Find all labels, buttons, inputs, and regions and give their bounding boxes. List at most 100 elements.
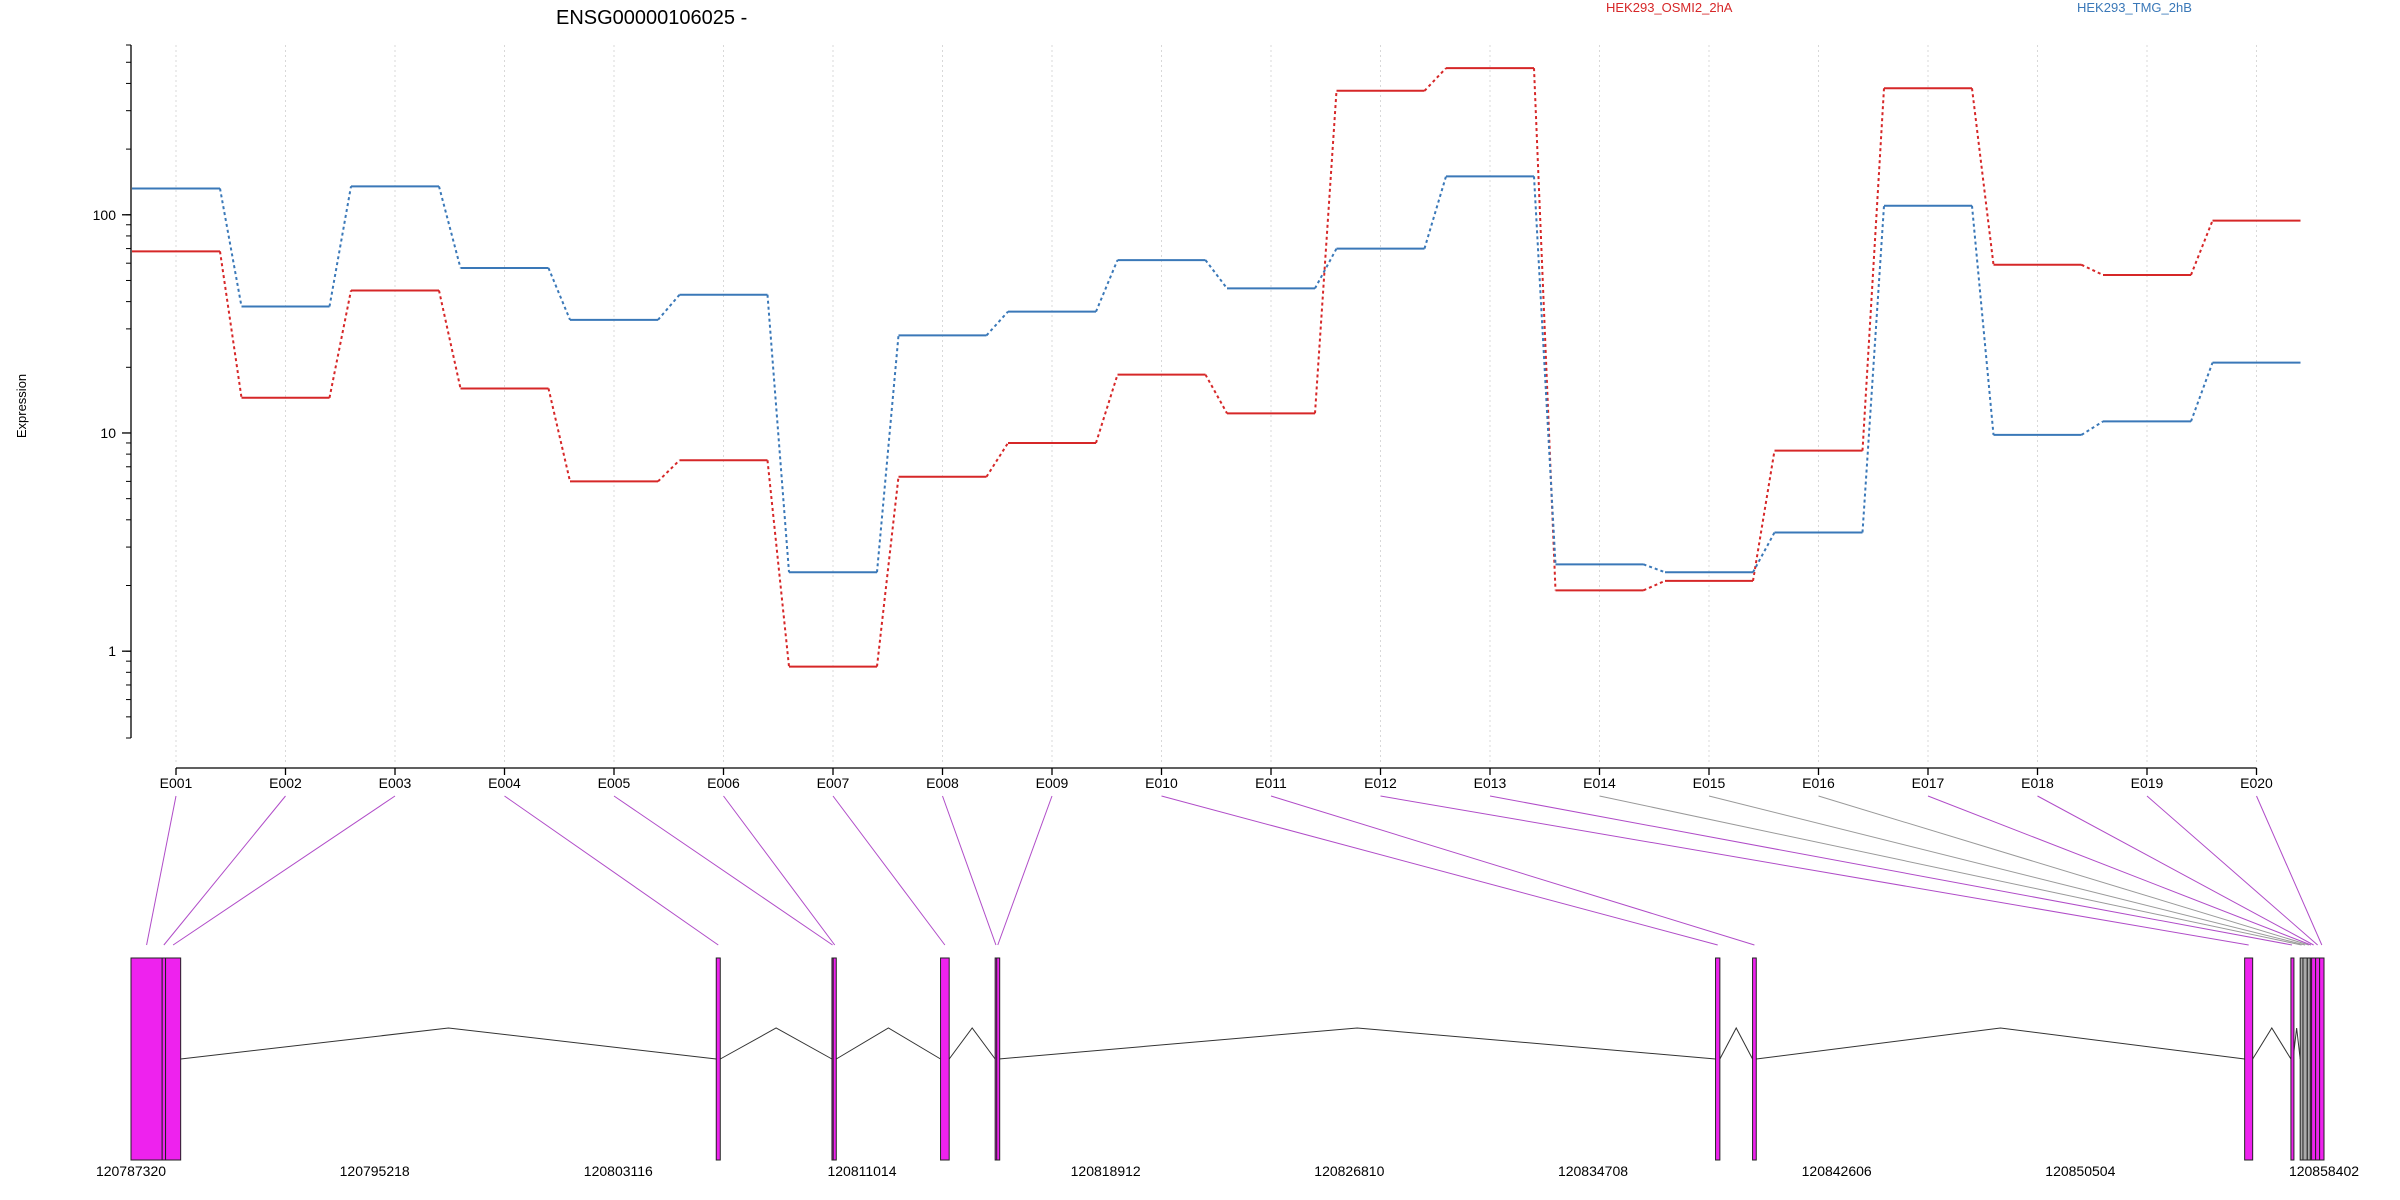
series-1-connector	[985, 442, 1009, 478]
genomic-tick-label: 120795218	[340, 1163, 410, 1179]
series-lines	[132, 67, 2301, 668]
exon-box-e007	[940, 957, 950, 1161]
exon-box-e019	[2315, 957, 2321, 1161]
exon-connector-e005	[613, 795, 833, 946]
exon-connector-e004	[504, 795, 719, 946]
intron-line	[1756, 1027, 2245, 1060]
exon-box-e015	[2302, 957, 2308, 1161]
x-tick-label-e016: E016	[1802, 775, 1835, 791]
x-tick-label-e005: E005	[598, 775, 631, 791]
x-tick-label-e010: E010	[1145, 775, 1178, 791]
intron-line	[2252, 1027, 2292, 1060]
genomic-axis: 120787320 120795218 120803116 120811014 1208…	[96, 1163, 2359, 1179]
exon-connector-e008	[942, 795, 997, 946]
series-2-connector	[1643, 563, 1666, 574]
series-2-connector	[1861, 205, 1885, 533]
x-tick-label-e004: E004	[488, 775, 521, 791]
series-1-connector	[1423, 67, 1447, 92]
exon-connector-e013	[1489, 795, 2293, 946]
x-tick-label-e020: E020	[2240, 775, 2273, 791]
series-2-connector	[1314, 248, 1338, 289]
exon-box-e013	[2290, 957, 2295, 1161]
series-2-connector	[1095, 259, 1119, 312]
x-tick-label-e011: E011	[1255, 775, 1287, 791]
series-2-connector	[1533, 176, 1557, 565]
x-tick-label-e019: E019	[2131, 775, 2164, 791]
x-tick-label-e015: E015	[1693, 775, 1726, 791]
y-axis-label: Expression	[14, 374, 29, 438]
exon-connectors	[146, 795, 2323, 946]
x-tick-label-e008: E008	[926, 775, 959, 791]
intron-line	[720, 1027, 833, 1060]
exon-connector-e002	[163, 795, 286, 946]
x-tick-label-e014: E014	[1583, 775, 1616, 791]
x-tick-label-e006: E006	[707, 775, 740, 791]
x-tick-label-e012: E012	[1364, 775, 1397, 791]
exon-connector-e019	[2146, 795, 2318, 946]
intron-line	[180, 1027, 717, 1060]
series-2-connector	[438, 186, 462, 269]
exon-connector-e006	[723, 795, 836, 946]
exon-box-e004	[715, 957, 721, 1161]
series-2-connector	[219, 188, 243, 307]
y-tick-label: 10	[100, 425, 116, 441]
x-tick-label-e017: E017	[1912, 775, 1945, 791]
series-2-connector	[2190, 362, 2214, 422]
exon-connector-e015	[1708, 795, 2306, 946]
legend-label-series-1: HEK293_OSMI2_2hA	[1606, 0, 1733, 15]
genomic-tick-label: 120787320	[96, 1163, 166, 1179]
x-tick-label-e001: E001	[160, 775, 193, 791]
genomic-tick-label: 120803116	[584, 1163, 653, 1179]
series-2-connector	[547, 267, 571, 321]
genomic-tick-label: 120811014	[827, 1163, 896, 1179]
x-tick-label-e003: E003	[379, 775, 412, 791]
series-2-connector	[1971, 205, 1995, 435]
x-tick-label-e013: E013	[1474, 775, 1507, 791]
exon-connector-e012	[1380, 795, 2249, 946]
exon-box-e001	[130, 957, 163, 1161]
series-2-connector	[1204, 259, 1228, 289]
series-1-connector	[1204, 374, 1228, 414]
exon-connector-e001	[146, 795, 177, 946]
series-1-connector	[1861, 88, 1885, 451]
exon-connector-e009	[997, 795, 1053, 946]
exon-connector-e010	[1161, 795, 1718, 946]
y-tick-label: 1	[108, 643, 116, 659]
exon-connector-e014	[1599, 795, 2302, 946]
exon-box-e002	[161, 957, 167, 1161]
series-1-connector	[1095, 374, 1119, 444]
exon-box-e010	[1715, 957, 1721, 1161]
x-tick-label-e007: E007	[817, 775, 850, 791]
exon-connector-e017	[1927, 795, 2312, 946]
exon-connector-e011	[1270, 795, 1755, 946]
series-2-connector	[657, 294, 681, 321]
series-1-connector	[328, 290, 352, 398]
intron-line	[1719, 1026, 1754, 1060]
series-1-connector	[1314, 90, 1338, 414]
exon-axis: E001 E002 E003 E004 E005 E006 E007 E008 E009 E010…	[160, 767, 2273, 791]
series-2-connector	[766, 294, 790, 573]
series-1-connector	[2081, 263, 2104, 276]
x-tick-label-e009: E009	[1036, 775, 1069, 791]
exon-connector-e018	[2037, 795, 2314, 946]
series-2-connector	[328, 186, 352, 307]
x-tick-label-e018: E018	[2021, 775, 2054, 791]
exon-box-e011	[1752, 957, 1757, 1161]
exon-box-e012	[2244, 957, 2254, 1161]
genomic-tick-label: 120858402	[2289, 1163, 2359, 1179]
exon-connector-e003	[172, 795, 396, 946]
series-2-connector	[1752, 531, 1776, 573]
exon-box-e003	[165, 957, 182, 1161]
intron-line	[998, 1027, 1716, 1060]
intron-line	[836, 1027, 941, 1060]
y-tick-label: 100	[93, 207, 117, 223]
series-1-connector	[876, 476, 900, 667]
series-2-connector	[985, 310, 1009, 337]
genomic-tick-label: 120826810	[1314, 1163, 1384, 1179]
genomic-tick-label: 120850504	[2045, 1163, 2115, 1179]
series-2-connector	[2080, 420, 2104, 436]
exon-box-e018	[2311, 957, 2317, 1161]
exon-connector-e016	[1818, 795, 2309, 946]
genomic-tick-label: 120818912	[1071, 1163, 1141, 1179]
series-1-connector	[219, 251, 243, 398]
